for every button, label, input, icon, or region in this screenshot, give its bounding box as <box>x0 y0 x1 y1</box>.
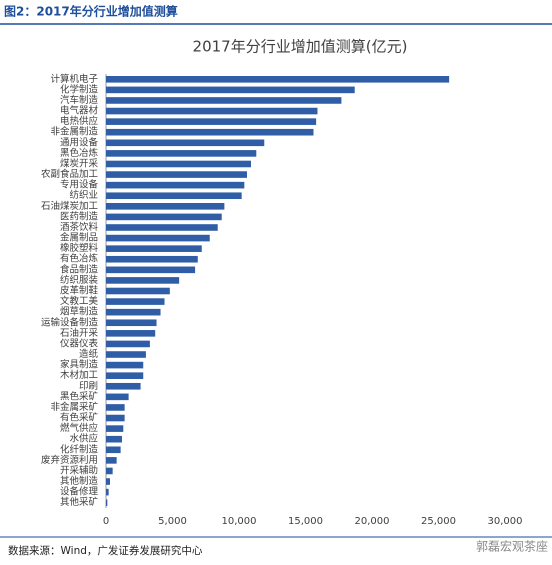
bar <box>106 150 257 157</box>
bar <box>106 181 245 189</box>
y-tick-label: 烟草制造 <box>60 306 99 318</box>
y-tick-label: 纺织业 <box>69 189 98 201</box>
source-note: 数据来源：Wind，广发证券发展研究中心 <box>8 544 203 557</box>
bar <box>106 435 122 443</box>
bar <box>106 203 225 210</box>
y-tick-label: 通用设备 <box>60 136 99 148</box>
bar <box>106 499 108 507</box>
bar <box>106 234 210 242</box>
y-tick-label: 电气器材 <box>60 105 99 117</box>
y-tick-label: 电热供应 <box>60 115 99 127</box>
y-tick-label: 计算机电子 <box>50 73 98 85</box>
bar <box>106 86 355 94</box>
x-tick-label: 20,000 <box>355 516 390 527</box>
y-tick-label: 煤炭开采 <box>60 157 99 169</box>
y-tick-label: 酒茶饮料 <box>60 221 99 233</box>
y-tick-label: 造纸 <box>79 348 99 360</box>
y-tick-label: 非金属制造 <box>50 126 98 138</box>
bar <box>106 319 157 327</box>
y-tick-label: 废弃资源利用 <box>41 454 98 466</box>
bar <box>106 277 180 284</box>
y-tick-label: 开采辅助 <box>60 464 98 476</box>
y-tick-label: 石油开采 <box>60 327 99 339</box>
y-tick-label: 汽车制造 <box>60 94 99 106</box>
y-tick-label: 非金属采矿 <box>50 401 98 413</box>
y-tick-label: 燃气供应 <box>60 422 99 434</box>
bar <box>106 75 450 83</box>
bar <box>106 382 141 390</box>
y-tick-label: 专用设备 <box>60 179 99 191</box>
y-tick-label: 化学制造 <box>60 83 99 95</box>
bar <box>106 255 198 263</box>
y-tick-label: 运输设备制造 <box>41 316 99 328</box>
y-tick-label: 化纤制造 <box>60 443 99 455</box>
watermark: 郭磊宏观茶座 <box>476 539 548 554</box>
bar <box>106 128 314 136</box>
bar <box>106 213 222 221</box>
bar <box>106 478 110 485</box>
y-tick-label: 文教工美 <box>60 295 99 307</box>
y-tick-label: 木材加工 <box>60 369 99 381</box>
y-tick-label: 医药制造 <box>60 210 99 222</box>
y-tick-label: 水供应 <box>69 433 98 445</box>
y-tick-label: 有色冶炼 <box>60 253 99 265</box>
bar <box>106 107 318 115</box>
bar <box>106 171 247 178</box>
bar <box>106 160 251 168</box>
bar <box>106 308 161 316</box>
bar <box>106 118 317 125</box>
x-tick-label: 15,000 <box>288 516 323 527</box>
y-tick-label: 家具制造 <box>60 359 99 371</box>
bar <box>106 224 218 231</box>
bar <box>106 97 342 104</box>
bar <box>106 361 144 369</box>
bar <box>106 192 242 200</box>
bar <box>106 446 121 454</box>
bar <box>106 287 170 295</box>
y-tick-label: 黑色采矿 <box>60 390 99 402</box>
chart-title: 2017年分行业增加值测算(亿元) <box>193 38 408 56</box>
y-tick-label: 其他制造 <box>60 475 99 487</box>
bar <box>106 330 156 337</box>
y-tick-label: 皮革制鞋 <box>60 285 99 297</box>
y-tick-label: 印刷 <box>79 380 98 392</box>
y-tick-label: 黑色冶炼 <box>60 147 99 159</box>
y-tick-label: 金属制品 <box>60 232 98 244</box>
bar <box>106 139 265 147</box>
y-tick-label: 设备修理 <box>60 486 99 498</box>
bar <box>106 488 109 496</box>
bar <box>106 425 124 432</box>
x-tick-label: 25,000 <box>421 516 456 527</box>
y-tick-label: 橡胶塑料 <box>60 242 99 254</box>
bar <box>106 404 125 411</box>
bar <box>106 457 117 464</box>
x-tick-label: 5,000 <box>158 516 187 527</box>
y-tick-label: 有色采矿 <box>60 412 99 424</box>
bar <box>106 372 144 379</box>
y-tick-label: 食品制造 <box>60 263 99 275</box>
y-tick-label: 纺织服装 <box>60 274 99 286</box>
figure-header: 图2：2017年分行业增加值测算 <box>4 4 178 19</box>
bar <box>106 298 165 305</box>
x-tick-label: 0 <box>103 516 109 527</box>
bar <box>106 340 150 348</box>
y-tick-label: 其他采矿 <box>60 496 99 508</box>
y-tick-label: 石油煤炭加工 <box>41 200 99 212</box>
x-tick-label: 10,000 <box>222 516 257 527</box>
bar <box>106 351 146 358</box>
bar <box>106 414 125 422</box>
bar <box>106 467 113 475</box>
bar <box>106 393 129 401</box>
y-tick-label: 仪器仪表 <box>60 337 99 349</box>
bar <box>106 245 202 252</box>
y-tick-label: 农副食品加工 <box>41 168 99 180</box>
bar <box>106 266 196 274</box>
x-tick-label: 30,000 <box>488 516 523 527</box>
